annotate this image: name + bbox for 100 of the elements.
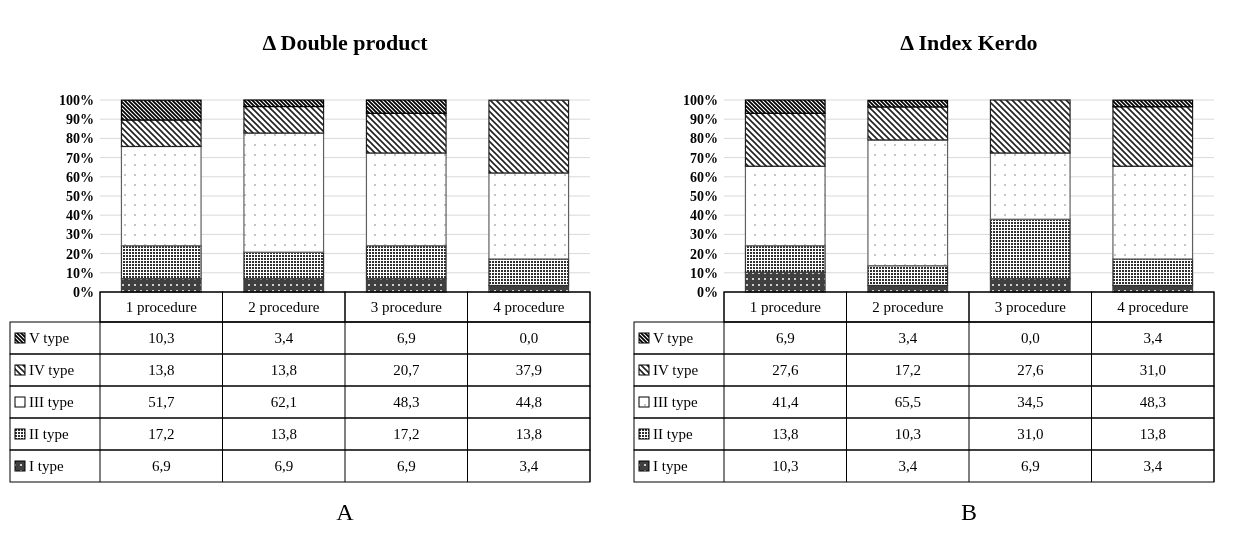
data-label: 37,9 [515,362,542,378]
y-tick-label: 100% [683,92,718,108]
legend-label: V type [29,330,70,346]
data-label: 27,6 [772,362,799,378]
chart-title: Δ Index Kerdo [900,30,1038,55]
y-tick-label: 70% [690,150,718,166]
bar [488,99,570,174]
legend-label: II type [653,426,693,442]
data-label: 6,9 [274,458,294,474]
bar [243,99,325,108]
data-label: 3,4 [1143,458,1163,474]
data-label: 3,4 [898,330,918,346]
bar [1112,99,1194,108]
data-label: 6,9 [396,330,416,346]
y-tick-label: 40% [66,208,94,224]
y-tick-label: 70% [66,150,94,166]
data-label: 3,4 [898,458,918,474]
data-label: 10,3 [772,458,799,474]
data-label: 44,8 [515,394,542,410]
y-tick-label: 60% [66,169,94,185]
x-tick-label: 2 procedure [248,299,320,315]
bar [867,106,949,141]
y-tick-label: 0% [697,284,718,300]
y-tick-label: 90% [66,112,94,128]
legend-label: III type [653,394,698,410]
y-tick-label: 50% [66,188,94,204]
y-tick-label: 80% [690,131,718,147]
data-label: 51,7 [148,394,175,410]
bar [867,99,949,108]
bar [989,152,1071,220]
bar [243,105,325,134]
data-label: 3,4 [1143,330,1163,346]
bar [744,245,826,273]
data-label: 27,6 [1017,362,1044,378]
legend-label: I type [653,458,688,474]
legend-label: IV type [653,362,699,378]
y-tick-label: 10% [66,265,94,281]
y-tick-label: 30% [66,227,94,243]
data-label: 31,0 [1139,362,1166,378]
y-tick-label: 20% [690,246,718,262]
y-tick-label: 0% [73,284,94,300]
y-tick-label: 50% [690,188,718,204]
bar [365,112,447,154]
data-label: 62,1 [270,394,297,410]
bar [120,145,202,247]
y-tick-label: 10% [690,265,718,281]
bar [243,251,325,280]
bar [365,152,447,247]
bar [488,172,570,260]
chart-title: Δ Double product [262,30,429,55]
bar [120,119,202,148]
data-label: 34,5 [1017,394,1044,410]
text: B [960,499,978,525]
data-label: 48,3 [393,394,420,410]
y-tick-label: 100% [59,92,94,108]
data-label: 0,0 [519,330,539,346]
y-tick-label: 80% [66,131,94,147]
data-label: 31,0 [1017,426,1044,442]
y-tick-label: 60% [690,169,718,185]
bar [120,245,202,280]
x-tick-label: 3 procedure [994,299,1067,315]
x-tick-label: 3 procedure [370,299,443,315]
x-tick-label: 4 procedure [1117,299,1189,315]
data-label: 6,9 [1020,458,1040,474]
x-tick-label: 4 procedure [493,299,565,315]
legend-label: III type [29,394,74,410]
bar [867,265,949,287]
bar [989,99,1071,154]
bar [744,99,826,114]
data-label: 17,2 [894,362,921,378]
data-label: 17,2 [393,426,420,442]
legend-label: IV type [29,362,75,378]
legend-label: II type [29,426,69,442]
bar [243,132,325,253]
data-label: 3,4 [274,330,294,346]
legend-label: V type [653,330,694,346]
bar [867,139,949,267]
y-tick-label: 90% [690,112,718,128]
bar [1112,106,1194,167]
legend-label: I type [29,458,64,474]
y-tick-label: 20% [66,246,94,262]
data-label: 41,4 [772,394,799,410]
bar [744,165,826,247]
x-tick-label: 1 procedure [749,299,822,315]
data-label: 0,0 [1020,330,1040,346]
data-label: 13,8 [772,426,799,442]
data-label: 13,8 [515,426,542,442]
data-label: 13,8 [1139,426,1166,442]
bar [989,218,1071,280]
data-label: 6,9 [151,458,171,474]
bar [365,99,447,114]
data-label: 6,9 [775,330,795,346]
x-tick-label: 1 procedure [125,299,198,315]
bar [365,245,447,280]
data-label: 20,7 [393,362,420,378]
data-label: 6,9 [396,458,416,474]
data-label: 13,8 [270,426,297,442]
x-tick-label: 2 procedure [872,299,944,315]
data-label: 48,3 [1139,394,1166,410]
data-label: 3,4 [519,458,539,474]
